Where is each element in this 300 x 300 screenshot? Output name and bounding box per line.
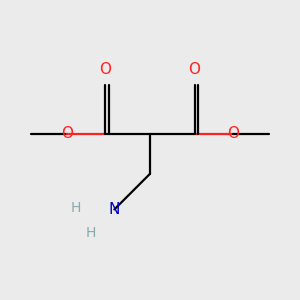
Text: H: H [85, 226, 96, 240]
Text: N: N [109, 202, 120, 217]
Text: O: O [227, 126, 239, 141]
Text: O: O [61, 126, 73, 141]
Text: O: O [99, 62, 111, 77]
Text: H: H [70, 201, 81, 215]
Text: O: O [189, 62, 201, 77]
